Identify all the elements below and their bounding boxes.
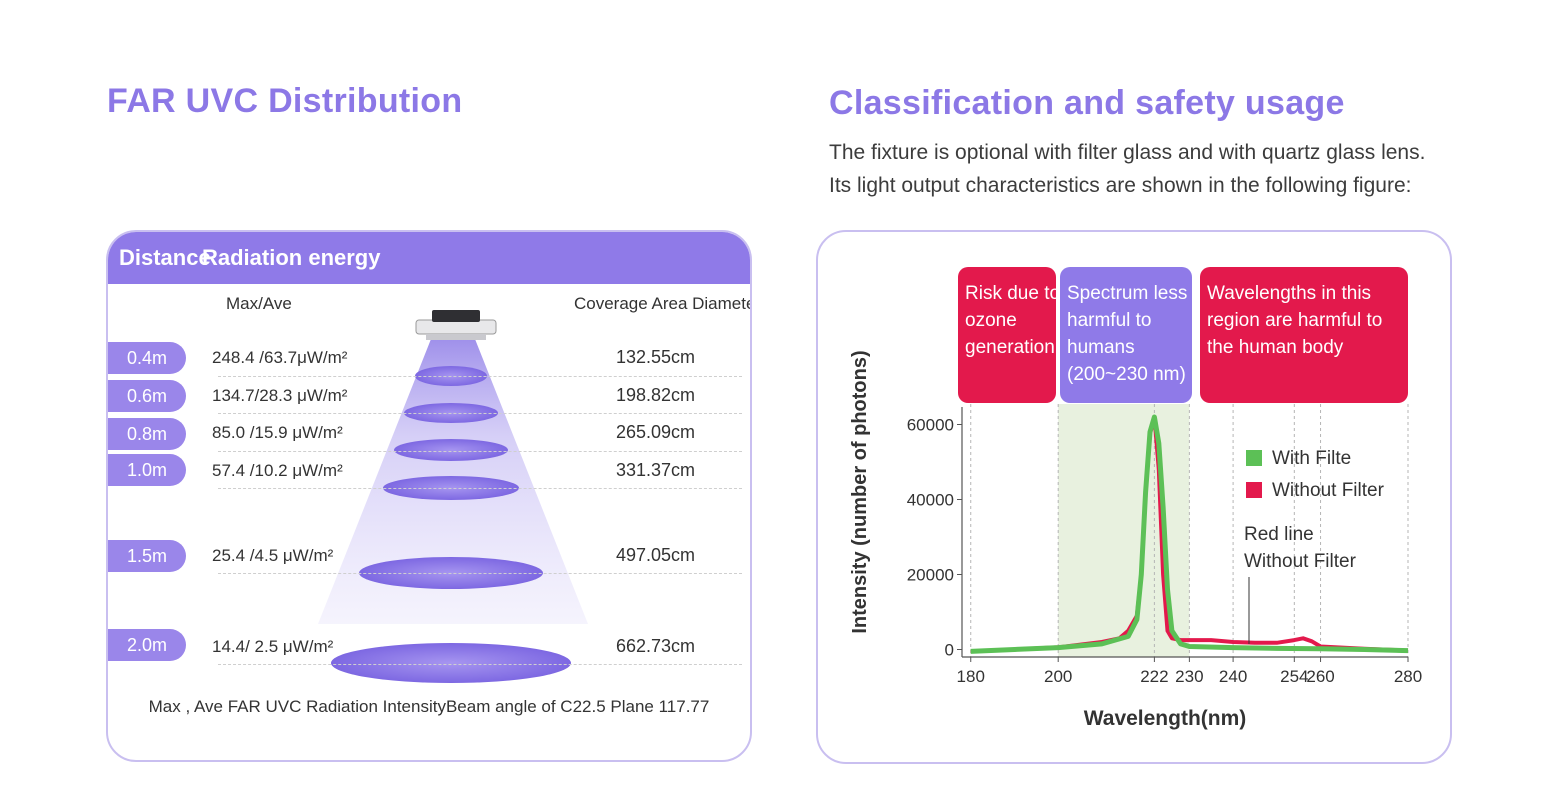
- zone-label: generation: [965, 337, 1055, 358]
- energy-value: 25.4 /4.5 μW/m²: [212, 546, 334, 565]
- fixture-lamp-icon: [415, 310, 497, 340]
- col-coverage-diameter: Coverage Area Diameter: [574, 294, 752, 313]
- zone-label: Risk due to: [965, 283, 1060, 304]
- series-line-without-filter: [970, 415, 1409, 654]
- beam-disc-0.8m: [394, 439, 508, 461]
- zone-label: the human body: [1207, 337, 1344, 358]
- header-distance: Distance: [119, 245, 211, 270]
- legend-swatch: [1246, 482, 1262, 498]
- energy-value: 134.7/28.3 μW/m²: [212, 386, 348, 405]
- row-divider: [218, 664, 742, 665]
- beam-illustration: [318, 310, 588, 683]
- zone-label: humans: [1067, 337, 1135, 358]
- legend-label: Without Filter: [1272, 480, 1385, 501]
- x-axis-title: Wavelength(nm): [1084, 707, 1247, 730]
- annotation-text: Red line: [1244, 524, 1314, 545]
- diameter-value: 662.73cm: [616, 636, 696, 656]
- x-tick-label: 230: [1175, 667, 1203, 686]
- x-tick-label: 200: [1044, 667, 1072, 686]
- x-tick-label: 180: [957, 667, 985, 686]
- annotation-text: Without Filter: [1244, 551, 1357, 572]
- distance-tab: 1.5m: [108, 540, 186, 572]
- row-divider: [218, 488, 742, 489]
- zone-box: [1200, 267, 1408, 403]
- zone-box: [958, 267, 1056, 403]
- zone-label: region are harmful to: [1207, 310, 1382, 331]
- beam-disc-2.0m: [331, 643, 571, 683]
- x-tick-label: 260: [1306, 667, 1334, 686]
- distribution-panel: Distance Radiation energy Max/Ave Covera…: [106, 230, 752, 762]
- intro-line-1: The fixture is optional with filter glas…: [829, 141, 1426, 164]
- spectrum-chart: Risk due to ozone generation Spectrum less h…: [849, 267, 1422, 730]
- spectrum-panel: Risk due to ozone generation Spectrum less h…: [816, 230, 1452, 764]
- y-tick-label: 40000: [907, 491, 954, 510]
- y-tick-label: 20000: [907, 566, 954, 585]
- energy-value: 85.0 /15.9 μW/m²: [212, 423, 343, 442]
- header-radiation-energy: Radiation energy: [202, 245, 381, 270]
- x-tick-label: 280: [1394, 667, 1422, 686]
- diameter-value: 265.09cm: [616, 422, 696, 442]
- diameter-value: 132.55cm: [616, 347, 696, 367]
- intro-line-2: Its light output characteristics are sho…: [829, 174, 1412, 197]
- zone-label: (200~230 nm): [1067, 364, 1186, 385]
- diameter-value: 497.05cm: [616, 545, 696, 565]
- y-axis-title: Intensity (number of photons): [849, 350, 871, 633]
- distribution-heading: FAR UVC Distribution: [107, 82, 463, 120]
- row-divider: [218, 376, 742, 377]
- y-tick-label: 60000: [907, 416, 954, 435]
- energy-value: 248.4 /63.7μW/m²: [212, 348, 348, 367]
- zone-label: Wavelengths in this: [1207, 283, 1371, 304]
- classification-heading: Classification and safety usage: [829, 84, 1345, 122]
- distance-tab: 1.0m: [108, 454, 186, 486]
- col-max-ave: Max/Ave: [226, 294, 292, 313]
- series-line-with-filter: [970, 414, 1409, 654]
- zone-label: Spectrum less: [1067, 283, 1187, 304]
- row-divider: [218, 451, 742, 452]
- diameter-value: 198.82cm: [616, 385, 696, 405]
- zone-label: ozone: [965, 310, 1017, 331]
- legend-swatch: [1246, 450, 1262, 466]
- zone-box: [1060, 267, 1192, 403]
- table-header: Distance Radiation energy: [108, 232, 750, 284]
- distance-tab: 2.0m: [108, 629, 186, 661]
- x-tick-label: 240: [1219, 667, 1247, 686]
- distance-tab: 0.8m: [108, 418, 186, 450]
- x-tick-label: 254: [1280, 667, 1308, 686]
- energy-value: 57.4 /10.2 μW/m²: [212, 461, 343, 480]
- diameter-value: 331.37cm: [616, 460, 696, 480]
- y-tick-label: 0: [945, 641, 954, 660]
- row-divider: [218, 413, 742, 414]
- energy-value: 14.4/ 2.5 μW/m²: [212, 637, 334, 656]
- zone-label: harmful to: [1067, 310, 1151, 331]
- footnote: Max , Ave FAR UVC Radiation IntensityBea…: [148, 697, 710, 716]
- legend-label: With Filte: [1272, 448, 1351, 469]
- x-tick-label: 222: [1140, 667, 1168, 686]
- distance-tab: 0.4m: [108, 342, 186, 374]
- row-divider: [218, 573, 742, 574]
- distance-tab: 0.6m: [108, 380, 186, 412]
